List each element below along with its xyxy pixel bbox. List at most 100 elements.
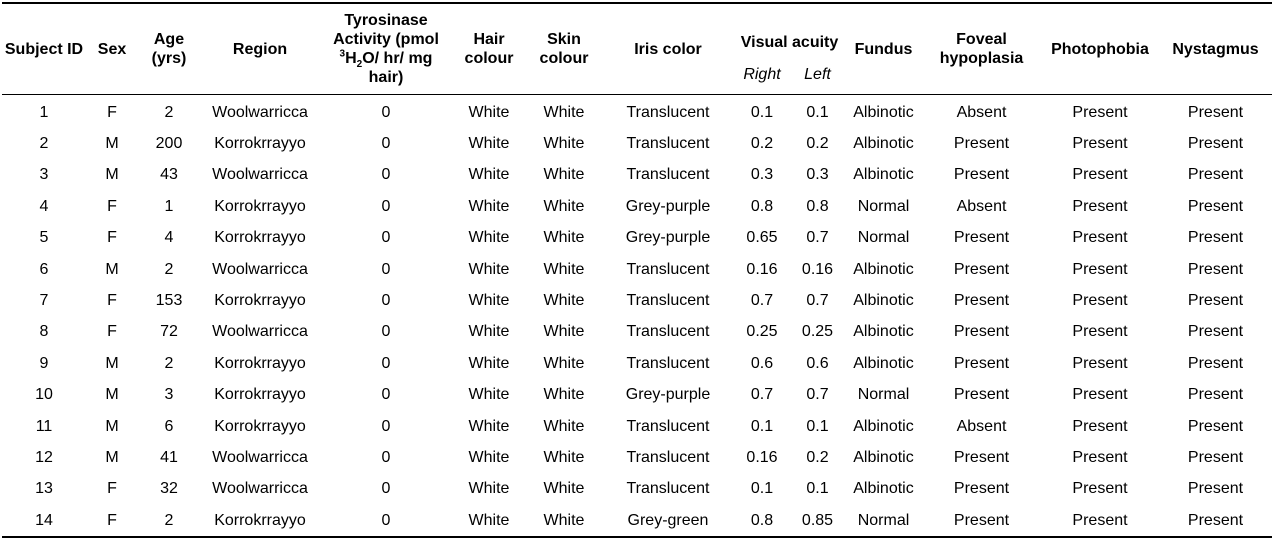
cell-age: 2: [164, 511, 174, 529]
cell-left: 0.6: [806, 354, 829, 372]
cell-foveal: Present: [953, 260, 1010, 278]
table-header: Subject ID Sex Age (yrs) Region Tyrosina…: [2, 3, 1272, 95]
cell-skin: White: [543, 197, 585, 215]
cell-nystagmus: Present: [1187, 229, 1244, 247]
cell-subject-id: 3: [39, 166, 49, 184]
header-subject-id: Subject ID: [4, 40, 84, 58]
cell-photophobia: Present: [1072, 135, 1128, 153]
cell-fundus: Albinotic: [853, 323, 914, 341]
cell-tyrosinase: 0: [381, 292, 391, 310]
cell-fundus: Normal: [857, 511, 910, 529]
cell-skin: White: [543, 292, 585, 310]
cell-subject-id: 7: [39, 292, 49, 310]
tyrosinase-h: H: [345, 50, 357, 67]
header-right: Right: [743, 65, 781, 83]
cell-iris: Translucent: [626, 354, 710, 372]
cell-sex: M: [105, 166, 119, 184]
cell-subject-id: 10: [35, 386, 53, 404]
cell-iris: Translucent: [626, 448, 710, 466]
cell-fundus: Albinotic: [853, 292, 914, 310]
cell-subject-id: 14: [35, 511, 53, 529]
cell-region: Woolwarricca: [212, 448, 308, 466]
cell-nystagmus: Present: [1187, 354, 1244, 372]
header-visual-acuity: Visual acuity: [740, 34, 839, 51]
cell-right: 0.1: [750, 103, 774, 121]
cell-hair: White: [468, 197, 510, 215]
header-region: Region: [232, 40, 288, 58]
cell-right: 0.7: [750, 386, 774, 404]
cell-nystagmus: Present: [1187, 197, 1244, 215]
cell-foveal: Present: [953, 229, 1010, 247]
cell-right: 0.25: [746, 323, 778, 341]
cell-tyrosinase: 0: [381, 448, 391, 466]
cell-skin: White: [543, 511, 585, 529]
cell-tyrosinase: 0: [381, 135, 391, 153]
cell-photophobia: Present: [1072, 166, 1128, 184]
table-row: 12 M 41 Woolwarricca 0 White White Translucent 0…: [2, 442, 1272, 473]
cell-sex: F: [107, 323, 117, 341]
cell-fundus: Albinotic: [853, 480, 914, 498]
table-row: 2 M 200 Korrokrrayyo 0 White White Translucent 0…: [2, 128, 1272, 159]
cell-sex: F: [107, 229, 117, 247]
cell-tyrosinase: 0: [381, 229, 391, 247]
cell-skin: White: [543, 480, 585, 498]
cell-subject-id: 9: [39, 354, 49, 372]
cell-iris: Translucent: [626, 417, 710, 435]
cell-nystagmus: Present: [1187, 448, 1244, 466]
table-row: 8 F 72 Woolwarricca 0 White White Translucent 0.…: [2, 317, 1272, 348]
cell-sex: F: [107, 197, 117, 215]
cell-skin: White: [543, 386, 585, 404]
cell-age: 2: [164, 260, 174, 278]
cell-region: Korrokrrayyo: [214, 292, 306, 310]
cell-nystagmus: Present: [1187, 260, 1244, 278]
cell-subject-id: 4: [39, 197, 49, 215]
table-row: 5 F 4 Korrokrrayyo 0 White White Grey-purple 0.6…: [2, 223, 1272, 254]
cell-tyrosinase: 0: [381, 103, 391, 121]
cell-subject-id: 1: [39, 103, 49, 121]
cell-nystagmus: Present: [1187, 323, 1244, 341]
cell-left: 0.8: [806, 197, 829, 215]
cell-hair: White: [468, 323, 510, 341]
cell-nystagmus: Present: [1187, 386, 1244, 404]
cell-region: Woolwarricca: [212, 323, 308, 341]
cell-iris: Grey-purple: [625, 197, 711, 215]
cell-tyrosinase: 0: [381, 480, 391, 498]
cell-nystagmus: Present: [1187, 292, 1244, 310]
cell-tyrosinase: 0: [381, 386, 391, 404]
cell-photophobia: Present: [1072, 480, 1128, 498]
tyrosinase-sub: 2: [356, 59, 363, 71]
cell-fundus: Normal: [857, 197, 910, 215]
cell-region: Woolwarricca: [212, 260, 308, 278]
cell-hair: White: [468, 229, 510, 247]
cell-fundus: Albinotic: [853, 448, 914, 466]
cell-right: 0.3: [750, 166, 774, 184]
cell-hair: White: [468, 292, 510, 310]
cell-skin: White: [543, 417, 585, 435]
cell-nystagmus: Present: [1187, 511, 1244, 529]
cell-age: 41: [160, 448, 178, 466]
cell-skin: White: [543, 103, 585, 121]
cell-left: 0.85: [801, 511, 834, 529]
cell-tyrosinase: 0: [381, 197, 391, 215]
cell-photophobia: Present: [1072, 103, 1128, 121]
cell-right: 0.65: [746, 229, 778, 247]
cell-left: 0.7: [806, 229, 829, 247]
cell-left: 0.7: [806, 386, 829, 404]
table-row: 11 M 6 Korrokrrayyo 0 White White Translucent 0.…: [2, 411, 1272, 442]
cell-subject-id: 11: [35, 417, 53, 435]
cell-foveal: Absent: [956, 103, 1007, 121]
cell-age: 32: [160, 480, 178, 498]
cell-left: 0.3: [806, 166, 829, 184]
cell-tyrosinase: 0: [381, 511, 391, 529]
cell-iris: Translucent: [626, 480, 710, 498]
cell-subject-id: 5: [39, 229, 49, 247]
cell-foveal: Present: [953, 166, 1010, 184]
cell-skin: White: [543, 229, 585, 247]
cell-iris: Translucent: [626, 103, 710, 121]
cell-region: Korrokrrayyo: [214, 197, 306, 215]
cell-left: 0.2: [806, 135, 829, 153]
cell-iris: Translucent: [626, 166, 710, 184]
cell-region: Korrokrrayyo: [214, 417, 306, 435]
cell-left: 0.1: [806, 480, 829, 498]
cell-fundus: Albinotic: [853, 417, 914, 435]
